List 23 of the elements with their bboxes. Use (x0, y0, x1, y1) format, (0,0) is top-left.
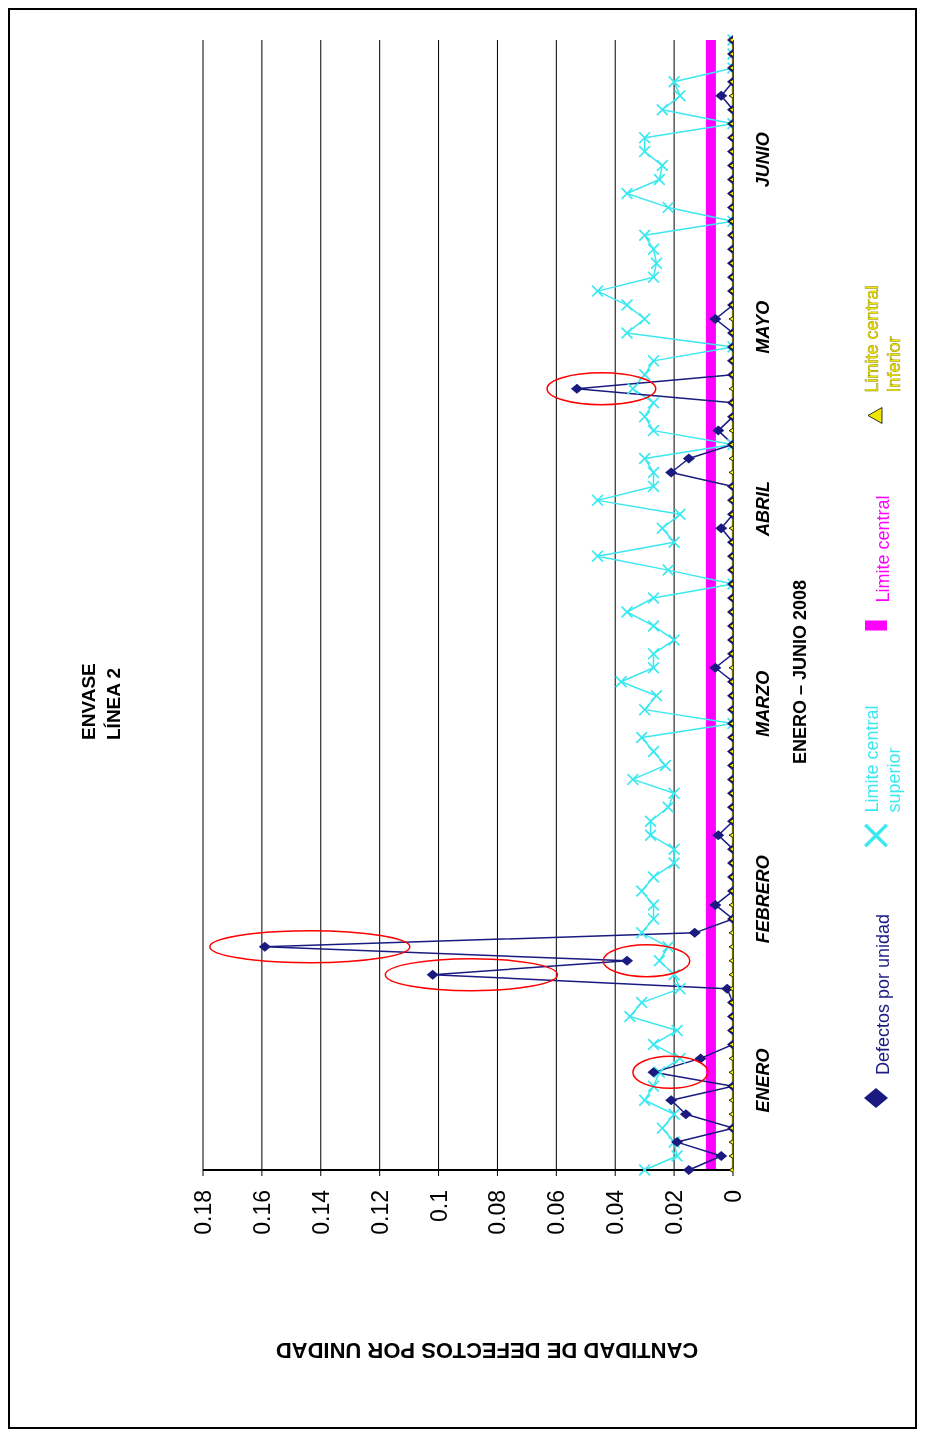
y-tick-label: MAYO (753, 300, 773, 354)
x-tick-label: 0.1 (425, 1190, 452, 1222)
x-tick-label: 0.04 (602, 1189, 629, 1235)
x-axis-title: CANTIDAD DE DEFECTOS POR UNIDAD (275, 1338, 699, 1363)
x-tick-label: 0.16 (248, 1190, 275, 1235)
text: Defectos por unidad (873, 913, 893, 1075)
y-tick-label: JUNIO (753, 132, 773, 188)
x-tick-label: 0.12 (366, 1190, 393, 1235)
text: Limite central (873, 495, 893, 603)
x-tick-label: 0.08 (484, 1190, 511, 1235)
x-tick-label: 0.18 (190, 1190, 217, 1235)
y-tick-label: ABRIL (753, 481, 773, 538)
x-tick-label: 0.02 (661, 1190, 688, 1235)
x-tick-label: 0 (720, 1190, 747, 1203)
text: ENVASE LÍNEA 2 (78, 663, 124, 740)
x-tick-label: 0.06 (543, 1190, 570, 1235)
y-axis-title: ENERO – JUNIO 2008 (790, 579, 810, 765)
text: Limite central superior (862, 705, 904, 813)
x-tick-label: 0.14 (307, 1189, 334, 1235)
text: Limite central Inferior (862, 285, 904, 393)
y-tick-label: FEBRERO (753, 855, 773, 944)
y-tick-label: ENERO (753, 1048, 773, 1113)
y-tick-label: MARZO (753, 670, 773, 737)
